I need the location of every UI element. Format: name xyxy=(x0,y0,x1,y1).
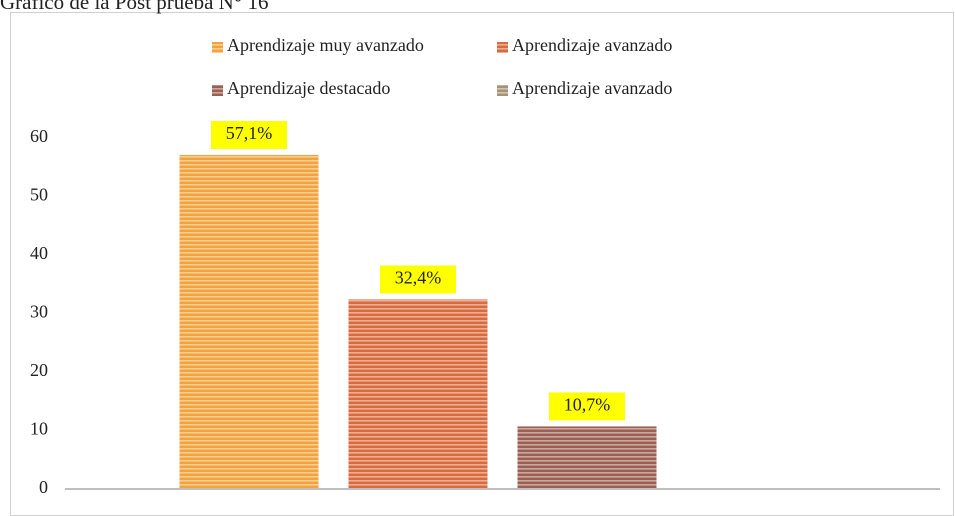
legend-swatch xyxy=(497,85,508,96)
y-tick-label: 0 xyxy=(39,477,48,497)
y-tick-label: 50 xyxy=(30,185,48,205)
legend-swatch xyxy=(212,85,223,96)
y-tick-label: 10 xyxy=(30,419,48,439)
legend-label: Aprendizaje destacado xyxy=(227,78,390,98)
value-label-bg xyxy=(380,265,456,294)
value-label-bg xyxy=(549,392,625,421)
value-label-bg xyxy=(211,120,287,149)
legend-swatch xyxy=(212,42,223,53)
y-tick-label: 30 xyxy=(30,302,48,322)
bar xyxy=(517,426,657,489)
y-tick-label: 60 xyxy=(30,126,48,146)
chart-title: Gráfico de la Post prueba N° 16 xyxy=(0,0,269,14)
legend-swatch xyxy=(497,42,508,53)
value-label: 32,4% xyxy=(395,268,442,288)
bar xyxy=(348,299,488,489)
legend-label: Aprendizaje avanzado xyxy=(512,35,672,55)
legend-label: Aprendizaje avanzado xyxy=(512,78,672,98)
legend-label: Aprendizaje muy avanzado xyxy=(227,35,424,55)
value-label: 57,1% xyxy=(226,123,273,143)
y-tick-label: 40 xyxy=(30,243,48,263)
value-label: 10,7% xyxy=(564,395,611,415)
bar xyxy=(179,154,319,489)
y-tick-label: 20 xyxy=(30,360,48,380)
